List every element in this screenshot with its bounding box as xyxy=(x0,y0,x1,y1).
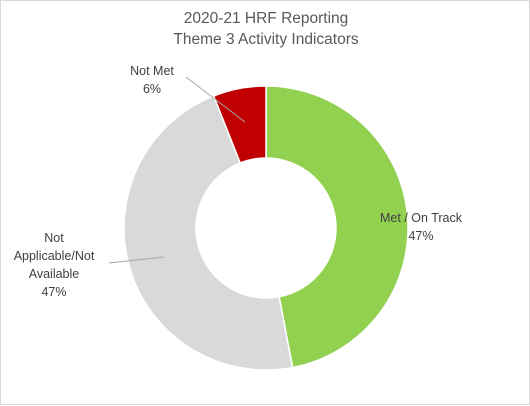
donut-slices xyxy=(123,85,409,371)
data-label: Not Met 6% xyxy=(130,64,174,96)
slice-met-on-track xyxy=(265,85,409,369)
leader-line xyxy=(185,76,246,123)
data-label-percent: 47% xyxy=(41,285,66,299)
slice-not-applicable-not-available xyxy=(123,94,294,371)
chart-title-line-2: Theme 3 Activity Indicators xyxy=(173,31,359,48)
data-label-category: Not Met xyxy=(130,64,174,78)
leader-lines xyxy=(108,76,246,264)
slice-not-met xyxy=(212,85,267,164)
data-label-category: Available xyxy=(29,267,80,281)
chart-title-line-1: 2020-21 HRF Reporting xyxy=(183,10,349,27)
data-label-category: Not xyxy=(44,231,64,245)
data-label: Met / On Track 47% xyxy=(380,211,463,243)
data-label: Not Applicable/Not Available 47% xyxy=(14,231,95,299)
data-label-percent: 6% xyxy=(143,82,161,96)
data-label-category: Met / On Track xyxy=(380,211,463,225)
data-labels: Met / On Track 47% Not Applicable/Not Availa… xyxy=(14,64,463,299)
leader-line xyxy=(108,256,165,264)
data-label-percent: 47% xyxy=(408,229,433,243)
data-label-category: Applicable/Not xyxy=(14,249,95,263)
